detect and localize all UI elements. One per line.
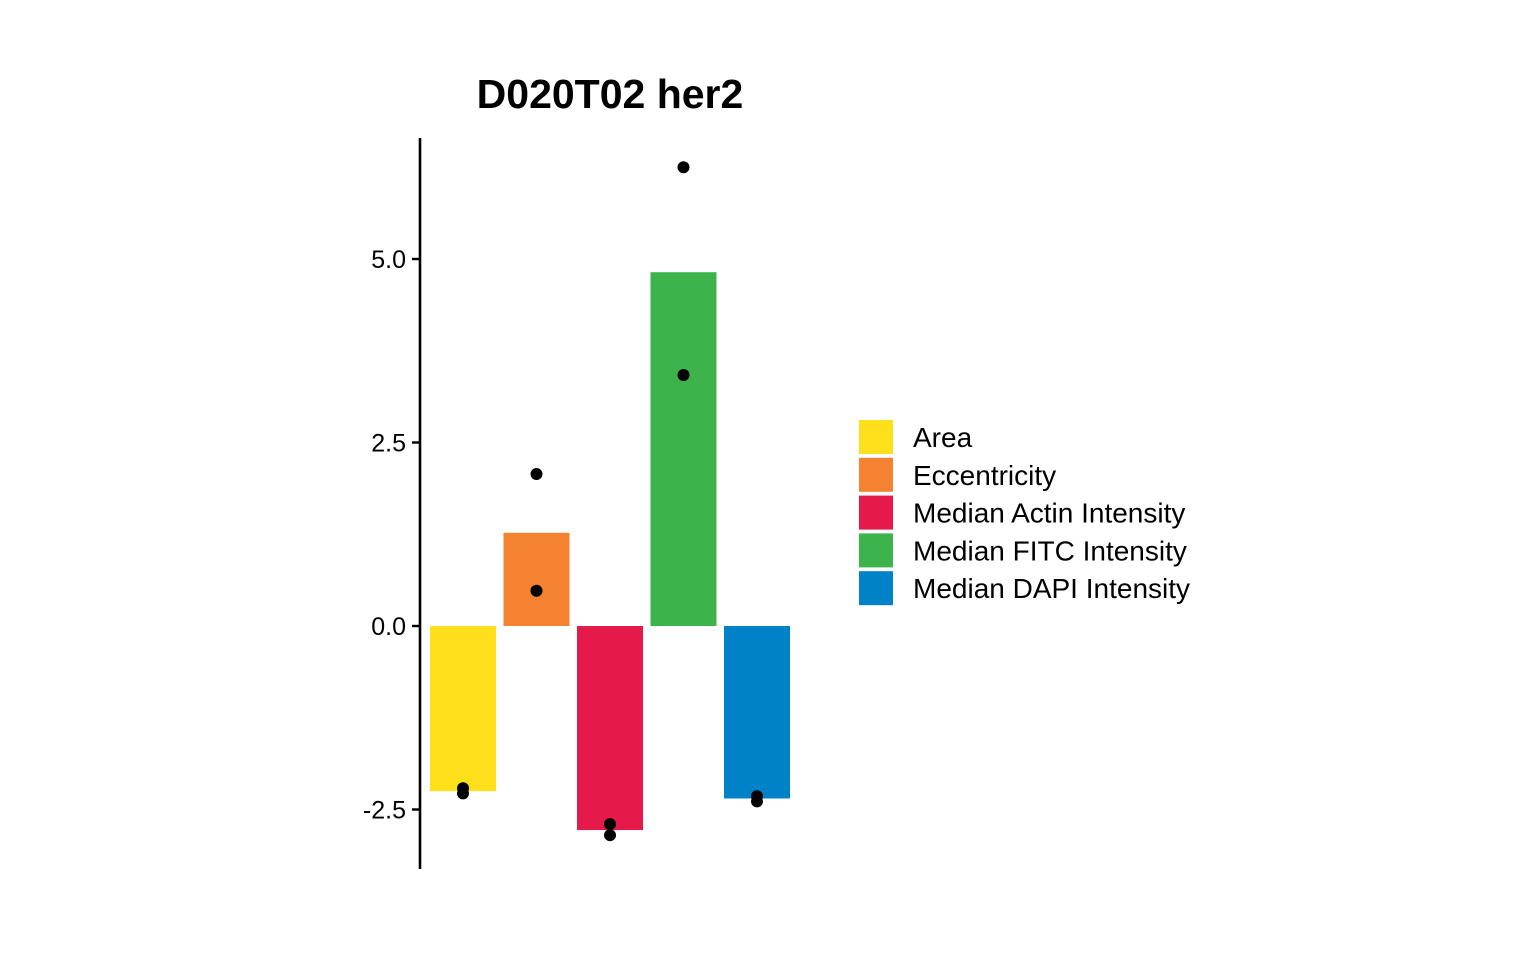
legend-key-0 <box>859 420 893 454</box>
legend-label-4: Median DAPI Intensity <box>913 573 1190 604</box>
chart-title: D020T02 her2 <box>477 71 744 117</box>
y-tick-label-1: 0.0 <box>371 613 406 641</box>
legend-label-1: Eccentricity <box>913 460 1056 491</box>
y-tick-label-3: 5.0 <box>371 246 406 274</box>
bars-layer <box>430 272 790 831</box>
bar-2 <box>577 626 643 831</box>
point-3-1 <box>677 368 690 381</box>
y-ticks: -2.5 0.0 2.5 5.0 <box>363 246 420 825</box>
point-4-1 <box>751 795 763 808</box>
point-1-1 <box>530 584 543 597</box>
point-1-0 <box>530 468 543 481</box>
legend-key-1 <box>859 457 893 492</box>
bar-1 <box>503 532 570 626</box>
points-layer <box>457 161 763 842</box>
legend-key-3 <box>859 533 893 568</box>
point-3-0 <box>677 161 690 174</box>
point-0-1 <box>457 787 469 800</box>
legend-label-2: Median Actin Intensity <box>913 498 1185 529</box>
legend-label-3: Median FITC Intensity <box>913 535 1187 566</box>
legend-label-0: Area <box>913 422 973 453</box>
y-tick-label-0: -2.5 <box>363 797 406 825</box>
point-2-0 <box>604 818 616 831</box>
bar-3 <box>650 272 717 626</box>
legend-key-2 <box>859 495 893 530</box>
y-tick-label-2: 2.5 <box>371 430 406 458</box>
point-2-1 <box>604 829 616 842</box>
legend: Area Eccentricity Median Actin Intensity Me… <box>859 420 1190 606</box>
bar-0 <box>430 626 496 792</box>
legend-key-4 <box>859 571 893 606</box>
bar-4 <box>724 626 790 799</box>
